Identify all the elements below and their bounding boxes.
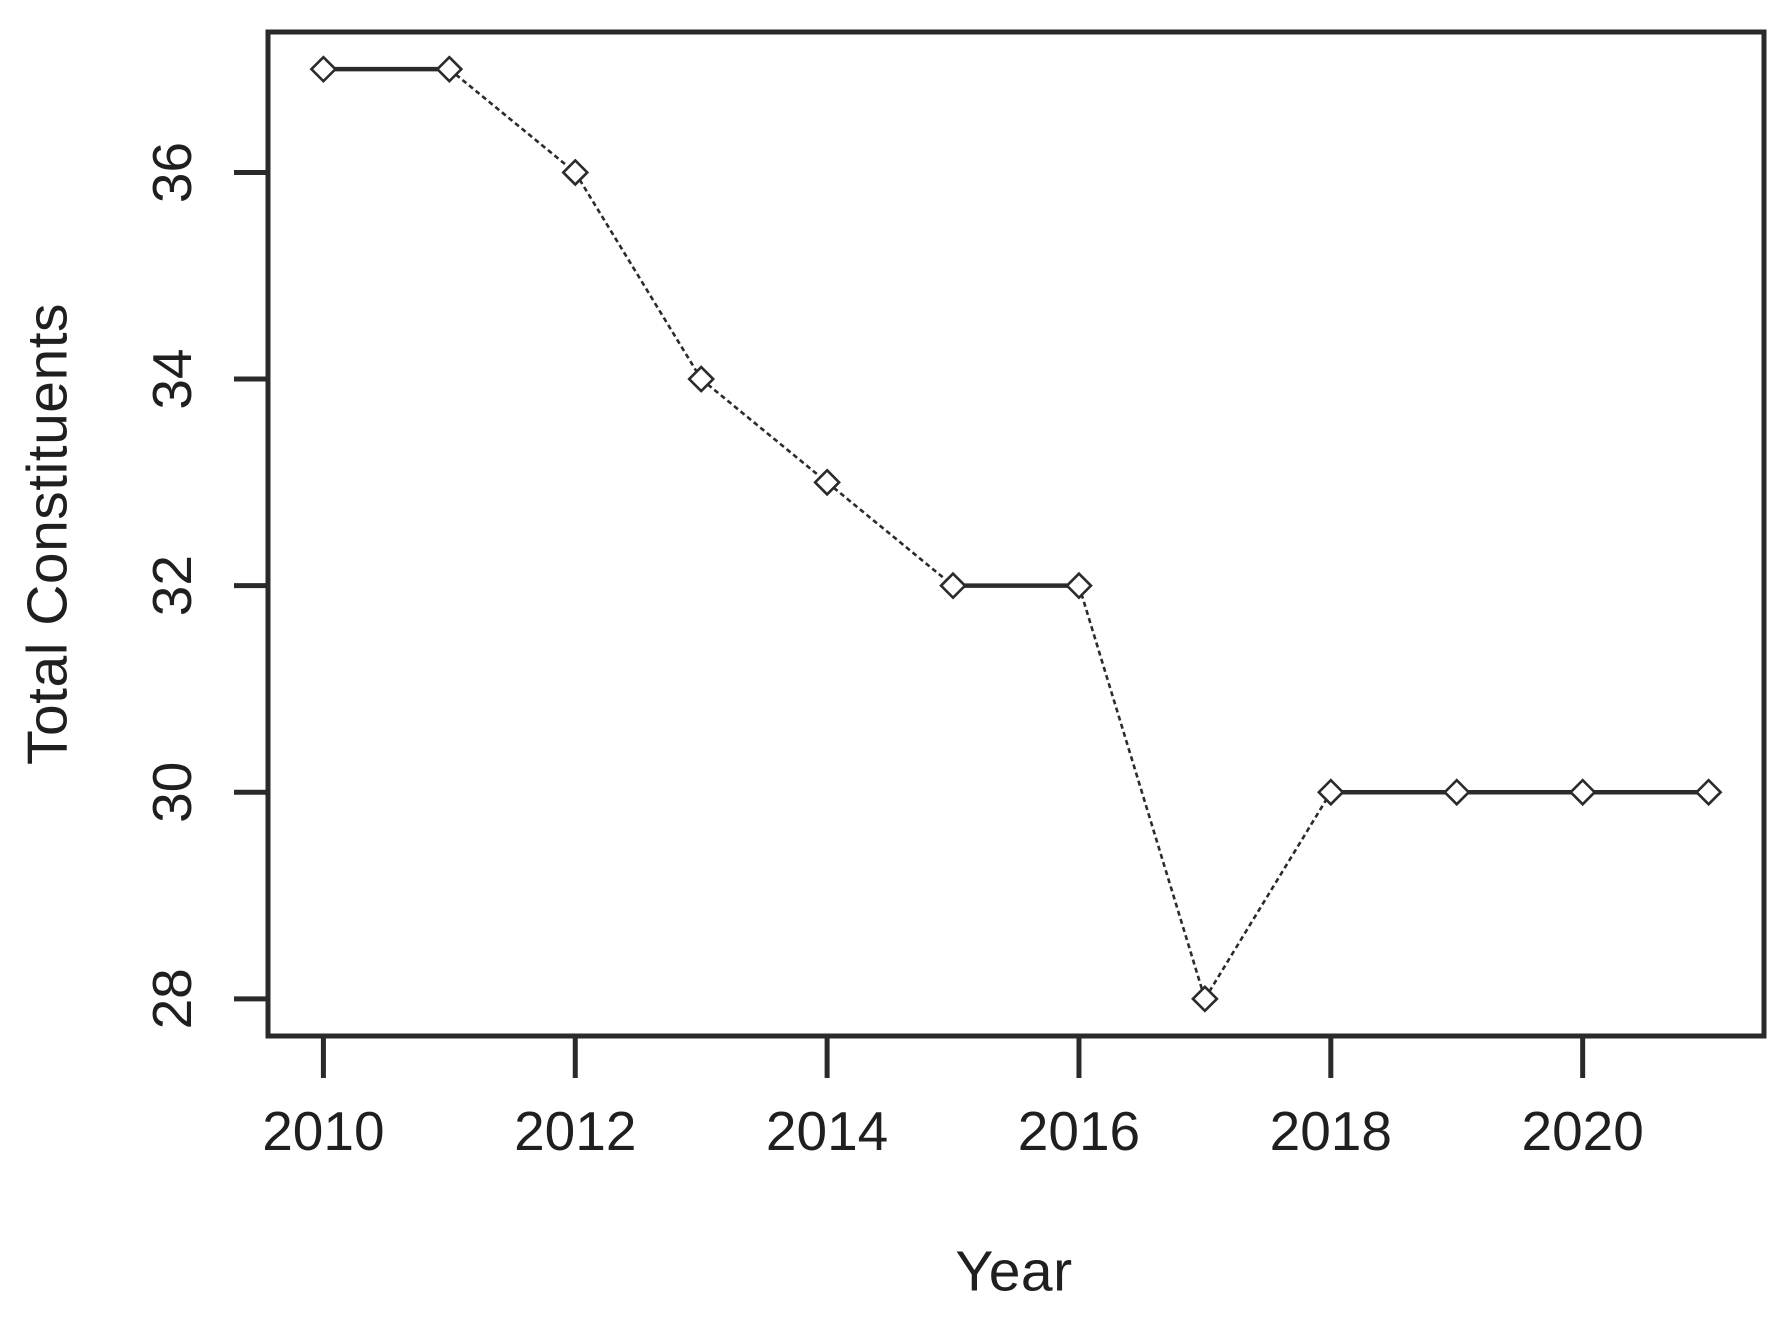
data-line-group [323, 66, 1709, 1000]
data-point-marker [687, 365, 716, 393]
y-tick-label: 36 [141, 142, 203, 203]
series-line-segment [826, 481, 954, 587]
y-tick-label: 30 [141, 762, 203, 823]
series-line-segment [574, 171, 703, 380]
y-tick-label: 34 [141, 348, 203, 409]
data-point-marker [309, 55, 338, 84]
y-axis-ticks-group: 28 30 32 34 36 [141, 142, 268, 1029]
x-tick-label: 2016 [1018, 1100, 1140, 1162]
y-tick-label: 28 [141, 968, 203, 1029]
data-point-marker [939, 571, 967, 600]
series-line-segment [1203, 791, 1332, 1000]
x-tick-label: 2012 [514, 1100, 636, 1162]
data-point-marker [561, 158, 590, 187]
x-tick-label: 2010 [262, 1100, 384, 1162]
plot-frame-group [265, 29, 1767, 1039]
x-tick-label: 2018 [1270, 1100, 1392, 1162]
x-axis-ticks-group: 2010 2012 2014 2016 2018 2020 [262, 1036, 1644, 1162]
x-axis-title: Year [955, 1239, 1073, 1304]
data-point-marker [1442, 778, 1471, 807]
data-marker-group [309, 55, 1723, 1013]
y-axis-title: Total Constituents [15, 302, 80, 766]
x-tick-label: 2014 [766, 1100, 888, 1162]
data-point-marker [1568, 778, 1597, 807]
data-point-marker [435, 55, 464, 84]
series-line-segment [1077, 585, 1207, 1000]
series-line-segment [700, 378, 828, 484]
data-point-marker [1191, 984, 1219, 1013]
data-point-marker [1316, 778, 1345, 807]
data-point-marker [1694, 778, 1723, 807]
series-line-segment [448, 68, 577, 174]
plot-frame [265, 29, 1767, 1039]
data-point-marker [813, 468, 841, 497]
x-tick-label: 2020 [1521, 1100, 1643, 1162]
data-point-marker [1065, 571, 1093, 600]
y-tick-label: 32 [141, 555, 203, 616]
